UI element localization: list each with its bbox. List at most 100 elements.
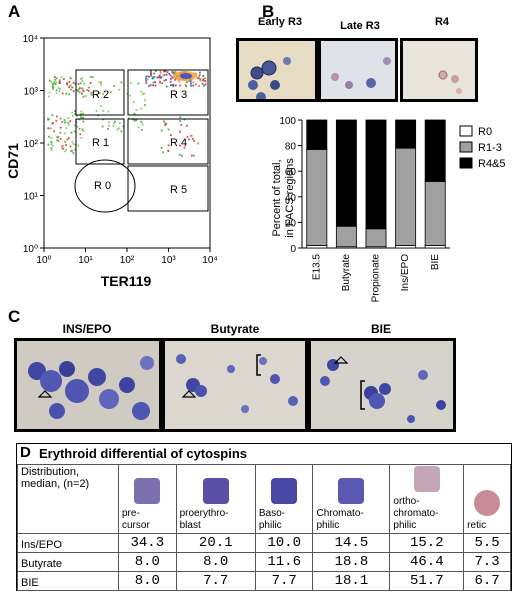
- facs-event-dot: [62, 147, 65, 150]
- facs-event-dot: [161, 75, 164, 78]
- bar-y-tick-label: 80: [285, 142, 297, 153]
- facs-event-dot: [126, 92, 129, 95]
- facs-event-dot: [128, 94, 131, 97]
- col-precursor-label-2: cursor: [122, 520, 150, 531]
- facs-event-dot: [58, 80, 61, 83]
- facs-event-dot: [169, 74, 172, 77]
- facs-event-dot: [158, 76, 161, 79]
- facs-event-dot: [71, 111, 74, 114]
- facs-event-dot: [57, 136, 60, 139]
- facs-event-dot: [61, 120, 64, 123]
- micro-label-r4: R4: [434, 16, 450, 28]
- col-basophilic: Baso- philic: [254, 464, 314, 534]
- retic-cell-image: [474, 490, 501, 516]
- facs-event-dot: [172, 77, 174, 79]
- facs-event-dot: [62, 78, 65, 80]
- bar-x-tick-label: BIE: [430, 254, 441, 270]
- facs-event-dot: [152, 81, 155, 84]
- facs-event-dot: [57, 87, 60, 90]
- facs-event-dot: [91, 76, 94, 79]
- row-label-butyrate: Butyrate: [17, 552, 119, 572]
- facs-event-dot: [184, 83, 187, 86]
- facs-event-dot: [55, 81, 58, 84]
- facs-event-dot: [109, 91, 112, 94]
- facs-event-dot: [166, 71, 169, 74]
- facs-event-dot: [168, 72, 171, 75]
- facs-event-dot: [74, 144, 77, 146]
- table-cell: 8.0: [175, 552, 256, 572]
- facs-event-dot: [65, 127, 68, 129]
- proerythroblast-cell-image: [202, 478, 229, 504]
- facs-event-dot: [145, 77, 147, 80]
- facs-event-dot: [165, 73, 168, 76]
- legend-label: R0: [478, 126, 492, 138]
- facs-event-dot: [163, 79, 166, 82]
- facs-event-dot: [61, 147, 64, 150]
- micrograph-late-r3-cells: [321, 41, 395, 99]
- table-cell: 15.2: [389, 533, 465, 553]
- bar-segment-r4-5: [365, 119, 387, 230]
- facs-event-dot: [48, 95, 50, 98]
- facs-event-dot: [198, 85, 201, 87]
- bar-y-tick-label: 100: [279, 116, 296, 127]
- bar-ylabel-line-1: Percent of total,: [271, 159, 283, 236]
- facs-event-dot: [78, 127, 81, 130]
- facs-event-dot: [52, 84, 54, 87]
- col-chromatophilic: Chromato- philic: [312, 464, 391, 534]
- facs-event-dot: [140, 90, 143, 93]
- row-label-ins-epo: Ins/EPO: [17, 533, 119, 553]
- facs-event-dot: [174, 78, 177, 81]
- table-header-row: Distribution, median, (n=2) pre- cursor …: [17, 464, 511, 534]
- table-cell: 51.7: [389, 571, 465, 591]
- facs-event-dot: [65, 148, 68, 151]
- facs-event-dot: [179, 120, 182, 122]
- facs-event-dot: [58, 82, 60, 84]
- col-basophilic-label-1: Baso-: [258, 508, 285, 519]
- panel-c-letter: C: [8, 307, 21, 326]
- table-header-label: Distribution, median, (n=2): [21, 466, 90, 490]
- facs-event-dot: [52, 122, 54, 124]
- bar-segment-r4-5: [395, 119, 417, 149]
- facs-event-dot: [174, 84, 177, 87]
- facs-event-dot: [140, 128, 143, 131]
- facs-event-dot: [160, 129, 163, 132]
- facs-event-dot: [63, 150, 66, 153]
- facs-event-dot: [113, 122, 116, 125]
- facs-event-dot: [108, 121, 110, 124]
- facs-y-tick-label: 10³: [24, 87, 39, 98]
- facs-event-dot: [76, 89, 78, 91]
- facs-event-dot: [53, 76, 56, 79]
- facs-event-dot: [88, 86, 90, 89]
- facs-event-dot: [198, 77, 200, 80]
- facs-event-dot: [167, 128, 170, 131]
- col-orthochromatophilic-label-1: ortho-: [393, 496, 420, 507]
- facs-event-dot: [81, 92, 83, 95]
- col-orthochromatophilic-label-2: chromato-: [393, 508, 439, 519]
- facs-event-dot: [54, 83, 57, 86]
- facs-event-dot: [71, 86, 74, 89]
- table-cell: 6.7: [463, 571, 511, 591]
- facs-event-dot: [68, 81, 71, 83]
- facs-x-tick-label: 10⁰: [36, 255, 51, 266]
- facs-event-dot: [180, 154, 183, 157]
- facs-event-dot: [77, 90, 80, 92]
- facs-region-stacked-bar-chart: Percent of total, in FACS regions 0 20 40 6…: [271, 116, 506, 302]
- facs-event-dot: [54, 78, 57, 81]
- legend-label: R4&5: [478, 158, 506, 170]
- facs-event-dot: [164, 70, 167, 73]
- facs-event-dot: [61, 145, 64, 148]
- gate-r4: [127, 118, 209, 165]
- facs-event-dot: [120, 81, 123, 84]
- facs-event-dot: [154, 81, 157, 84]
- row-label-bie: BIE: [17, 571, 119, 591]
- facs-event-dot: [158, 74, 161, 77]
- cytospin-bie-cells: [311, 341, 453, 429]
- table-cell: 18.8: [312, 552, 391, 572]
- facs-event-dot: [50, 143, 53, 146]
- facs-event-dot: [107, 128, 109, 130]
- facs-event-dot: [118, 88, 121, 91]
- bar-segment-r1-3: [395, 147, 417, 246]
- facs-event-dot: [82, 90, 85, 93]
- col-orthochromatophilic-label-3: philic: [393, 520, 417, 531]
- facs-event-dot: [160, 146, 163, 149]
